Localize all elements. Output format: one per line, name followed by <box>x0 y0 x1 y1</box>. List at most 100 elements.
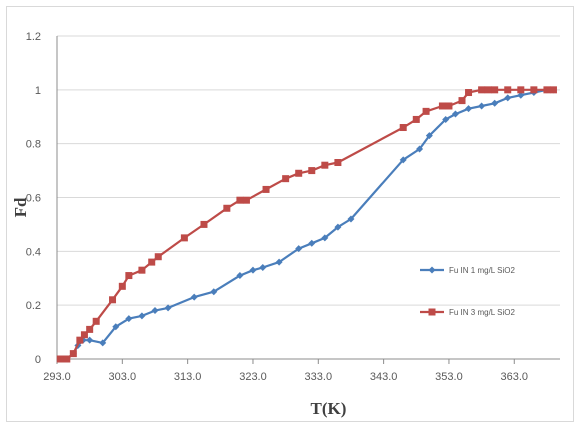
data-point <box>125 315 133 323</box>
x-tick-label: 353.0 <box>435 371 463 383</box>
legend: Fu IN 1 mg/L SiO2 Fu IN 3 mg/L SiO2 <box>420 266 516 317</box>
data-point <box>321 234 329 242</box>
legend-item: Fu IN 3 mg/L SiO2 <box>420 308 516 317</box>
data-point <box>154 253 162 261</box>
chart-frame <box>6 6 574 422</box>
y-tick-label: 0.2 <box>26 300 41 312</box>
data-point <box>422 107 430 115</box>
data-point <box>458 97 466 105</box>
data-point <box>63 355 71 363</box>
data-point <box>412 115 420 123</box>
x-tick-labels: 293.0 303.0 313.0 323.0 333.0 343.0 353.0 363.0 <box>43 371 528 383</box>
y-tick-label: 0.4 <box>26 246 41 258</box>
data-point <box>517 91 525 99</box>
data-point <box>180 234 188 242</box>
data-point <box>442 115 450 123</box>
data-point <box>80 331 88 339</box>
x-tick-label: 323.0 <box>239 371 267 383</box>
data-point <box>190 293 198 301</box>
data-point <box>223 204 231 212</box>
data-point <box>504 94 512 102</box>
data-point <box>282 175 290 183</box>
y-tick-label: 0.6 <box>26 193 41 205</box>
y-tick-label: 1.2 <box>26 31 41 43</box>
data-point <box>484 86 492 94</box>
data-point <box>86 325 94 333</box>
data-point <box>118 282 126 290</box>
data-point <box>148 258 156 266</box>
data-point <box>295 245 303 253</box>
data-point <box>543 86 551 94</box>
legend-marker <box>428 266 436 274</box>
data-point <box>99 339 107 347</box>
data-point <box>334 223 342 231</box>
data-point <box>112 323 120 331</box>
data-point <box>125 272 133 280</box>
data-point <box>416 145 424 153</box>
series-group <box>56 86 557 363</box>
data-point <box>347 215 355 223</box>
data-point <box>56 355 64 363</box>
x-tick-label: 313.0 <box>174 371 202 383</box>
data-point <box>138 312 146 320</box>
x-tick-label: 343.0 <box>370 371 398 383</box>
data-point <box>69 350 77 358</box>
legend-marker <box>428 308 436 316</box>
data-point <box>138 266 146 274</box>
data-point <box>465 105 473 113</box>
gridlines <box>57 35 560 306</box>
data-point <box>399 124 407 132</box>
data-point <box>321 161 329 169</box>
legend-item: Fu IN 1 mg/L SiO2 <box>420 266 516 275</box>
y-tick-labels: 0 0.2 0.4 0.6 0.8 1 1.2 <box>26 31 41 366</box>
legend-label: Fu IN 1 mg/L SiO2 <box>449 266 516 275</box>
data-point <box>491 99 499 107</box>
legend-label: Fu IN 3 mg/L SiO2 <box>449 308 516 317</box>
data-point <box>530 86 538 94</box>
data-point <box>478 102 486 110</box>
x-tick-label: 293.0 <box>43 371 71 383</box>
data-point <box>92 317 100 325</box>
data-point <box>491 86 499 94</box>
data-point <box>249 266 257 274</box>
data-point <box>504 86 512 94</box>
data-point <box>236 272 244 280</box>
data-point <box>399 156 407 164</box>
data-point <box>242 196 250 204</box>
data-point <box>86 336 94 344</box>
data-point <box>334 159 342 167</box>
data-point <box>236 196 244 204</box>
x-axis-title: T(K) <box>311 399 347 418</box>
x-tick-label: 333.0 <box>305 371 333 383</box>
data-point <box>200 220 208 228</box>
data-point <box>425 132 433 140</box>
y-tick-label: 0.8 <box>26 139 41 151</box>
y-axis-title: Fd <box>11 197 30 217</box>
data-point <box>517 86 525 94</box>
data-point <box>308 239 316 247</box>
data-point <box>445 102 453 110</box>
x-tick-label: 303.0 <box>109 371 137 383</box>
series-2 <box>56 86 557 363</box>
data-point <box>295 169 303 177</box>
y-tick-label: 1 <box>35 85 41 97</box>
data-point <box>465 89 473 97</box>
x-tick-label: 363.0 <box>501 371 529 383</box>
data-point <box>451 110 459 118</box>
data-point <box>259 263 267 271</box>
series-1 <box>56 86 557 363</box>
data-point <box>109 296 117 304</box>
data-point <box>210 288 218 296</box>
series-line <box>60 88 554 361</box>
data-point <box>438 102 446 110</box>
data-point <box>164 304 172 312</box>
data-point <box>262 185 270 193</box>
data-point <box>76 336 84 344</box>
data-point <box>549 86 557 94</box>
data-point <box>151 307 159 315</box>
series-line <box>60 88 554 361</box>
data-point <box>308 167 316 175</box>
data-point <box>478 86 486 94</box>
y-tick-label: 0 <box>35 354 41 366</box>
